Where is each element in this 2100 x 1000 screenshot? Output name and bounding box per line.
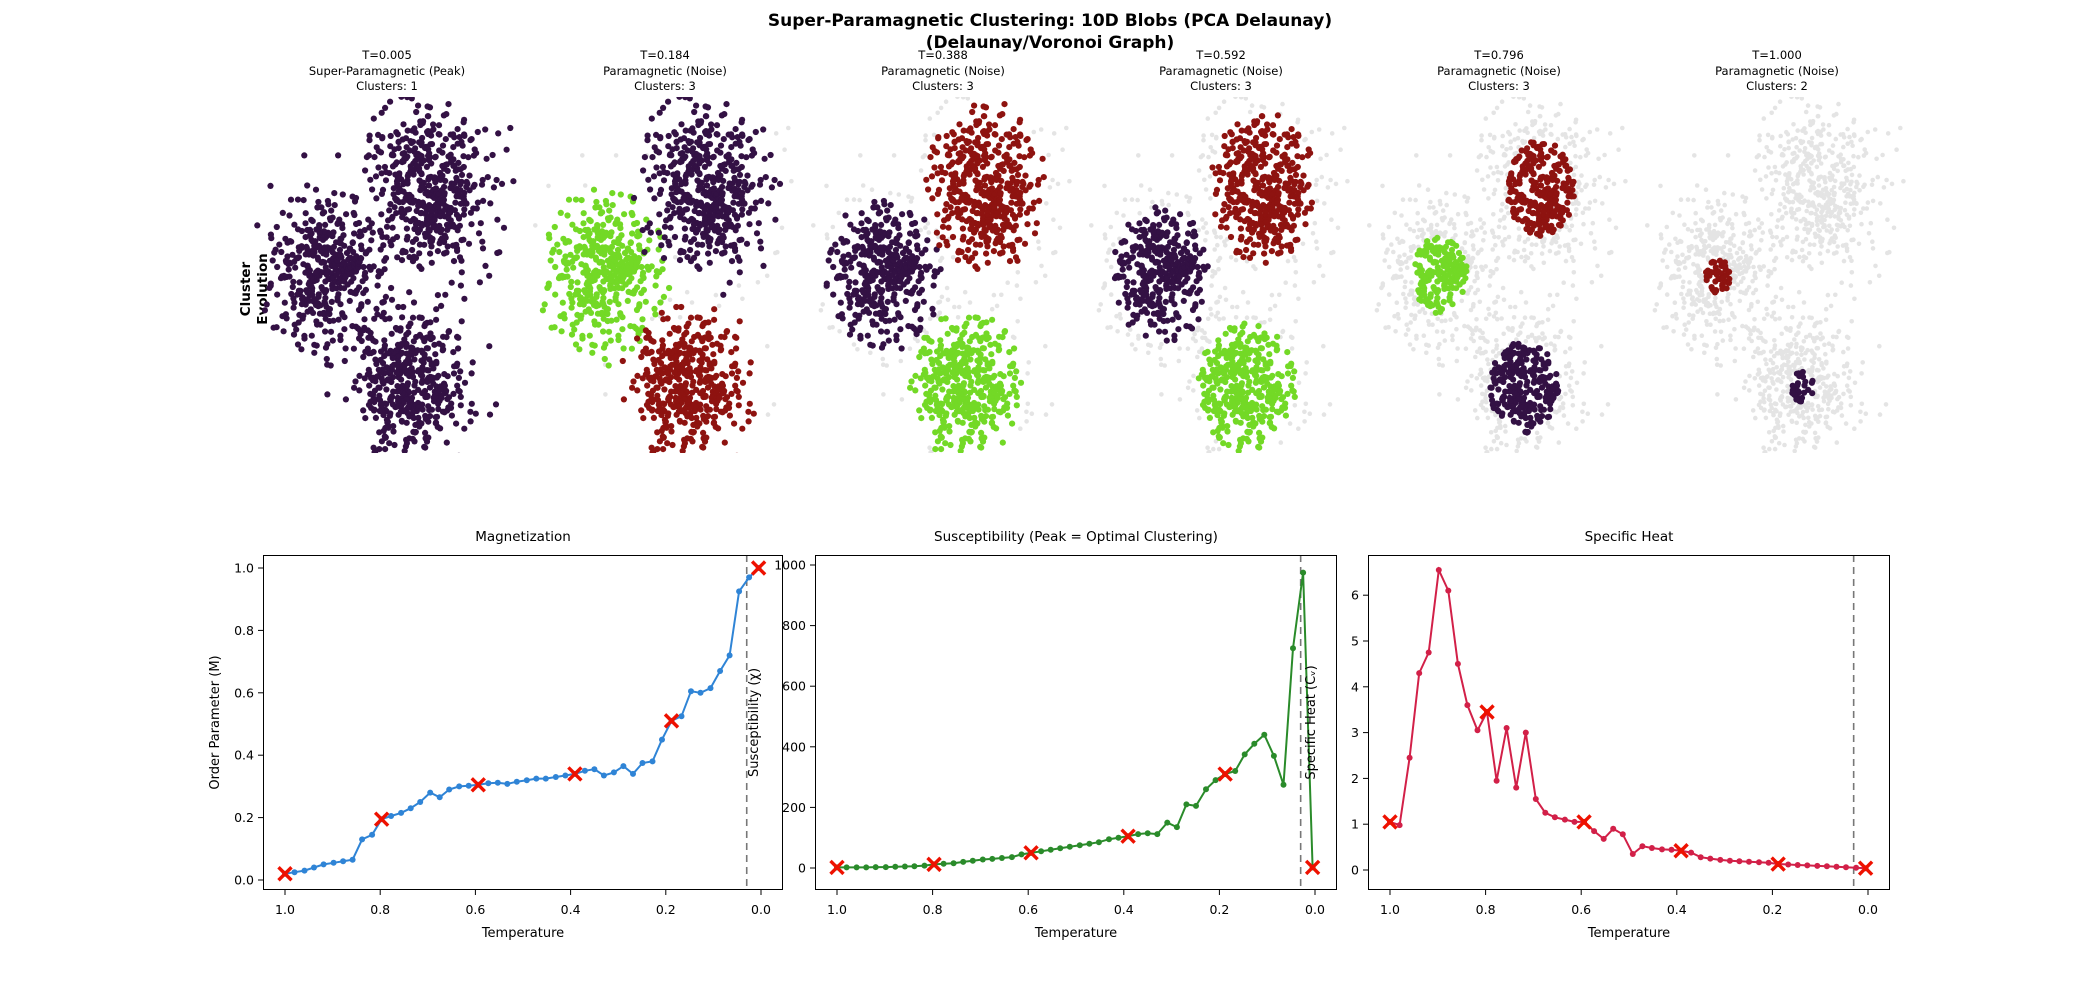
temperature-label: T=0.388 [918,48,968,62]
scatter-plot [533,97,794,453]
phase-label: Paramagnetic (Noise) [1159,63,1283,78]
phase-label: Paramagnetic (Noise) [603,63,727,78]
figure-title-line1: Super-Paramagnetic Clustering: 10D Blobs… [767,11,1333,31]
phase-label: Paramagnetic (Noise) [1437,63,1561,78]
scatter-panel-title: T=0.184 Paramagnetic (Noise) Clusters: 3 [530,48,800,95]
scatter-panel-title: T=0.005 Super-Paramagnetic (Peak) Cluste… [252,48,522,95]
scatter-panel-title: T=0.388 Paramagnetic (Noise) Clusters: 3 [808,48,1078,95]
phase-label: Paramagnetic (Noise) [1715,63,1839,78]
scatter-panel-title: T=0.592 Paramagnetic (Noise) Clusters: 3 [1086,48,1356,95]
clusters-count-label: Clusters: 3 [634,79,696,93]
temperature-label: T=0.005 [362,48,412,62]
clusters-count-label: Clusters: 3 [1468,79,1530,93]
temperature-label: T=0.592 [1196,48,1246,62]
scatter-panel-3: T=0.388 Paramagnetic (Noise) Clusters: 3 [808,48,1078,458]
scatter-panel-1: T=0.005 Super-Paramagnetic (Peak) Cluste… [252,48,522,458]
scatter-plot [811,97,1072,453]
scatter-panel-5: T=0.796 Paramagnetic (Noise) Clusters: 3 [1364,48,1634,458]
temperature-label: T=1.000 [1752,48,1802,62]
phase-label: Paramagnetic (Noise) [881,63,1005,78]
scatter-plot [254,97,517,453]
magnetization-plot: 1.0 0.8 0.6 0.4 0.2 0.00.00.20.40.60.81.0Magn… [208,529,783,941]
scatter-panel-title: T=1.000 Paramagnetic (Noise) Clusters: 2 [1642,48,1912,95]
scatter-plot [1367,97,1628,453]
figure-title-line2: (Delaunay/Voronoi Graph) [925,33,1175,53]
scatter-panel-2: T=0.184 Paramagnetic (Noise) Clusters: 3 [530,48,800,458]
susceptibility-plot: 1.0 0.8 0.6 0.4 0.2 0.002004006008001000Susce… [747,529,1337,941]
scatter-plot [1089,97,1350,453]
temperature-label: T=0.184 [640,48,690,62]
scatter-panel-title: T=0.796 Paramagnetic (Noise) Clusters: 3 [1364,48,1634,95]
temperature-label: T=0.796 [1474,48,1524,62]
clusters-count-label: Clusters: 2 [1746,79,1808,93]
clusters-count-label: Clusters: 3 [1190,79,1252,93]
phase-label: Super-Paramagnetic (Peak) [308,63,466,78]
clusters-count-label: Clusters: 1 [356,79,418,93]
clusters-count-label: Clusters: 3 [912,79,974,93]
figure-title: Super-Paramagnetic Clustering: 10D Blobs… [0,10,2100,54]
scatter-panel-6: T=1.000 Paramagnetic (Noise) Clusters: 2 [1642,48,1912,458]
scatter-panel-4: T=0.592 Paramagnetic (Noise) Clusters: 3 [1086,48,1356,458]
scatter-plot [1645,97,1906,453]
